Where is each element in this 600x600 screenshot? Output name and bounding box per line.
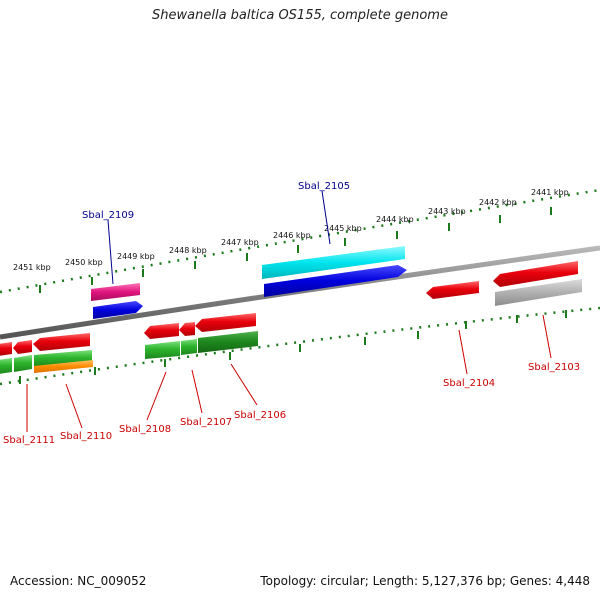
gene-label: Sbal_2106 (234, 410, 286, 421)
tick-label: 2441 kbp (531, 188, 569, 197)
gene-label: Sbal_2107 (180, 417, 232, 428)
gene-label: Sbal_2103 (528, 362, 580, 373)
genome-stats-text: Topology: circular; Length: 5,127,376 bp… (260, 574, 590, 588)
tick-label: 2444 kbp (376, 215, 414, 224)
gene-sbal-2110[interactable] (34, 360, 93, 373)
tick-label: 2447 kbp (221, 238, 259, 247)
gene-sbal-2103[interactable] (493, 261, 578, 287)
gene-sbal-2104[interactable] (426, 281, 479, 299)
gene-sbal-2111-green[interactable] (0, 358, 12, 374)
forward-tick-ring (0, 188, 600, 294)
gene-sbal-2107-red[interactable] (179, 322, 195, 336)
label-connectors (26, 190, 552, 432)
tick-label: 2450 kbp (65, 258, 103, 267)
tick-label: 2449 kbp (117, 252, 155, 261)
tick-label: 2451 kbp (13, 263, 51, 272)
tick-label: 2446 kbp (273, 231, 311, 240)
tick-label: 2443 kbp (428, 207, 466, 216)
gene-sbal-2108-red[interactable] (144, 323, 179, 339)
tick-label: 2448 kbp (169, 246, 207, 255)
gene-sbal-2105-cyan[interactable] (262, 246, 405, 279)
gene-sbal-2110-red[interactable] (33, 333, 90, 351)
gene-sbal-2111-green-b[interactable] (14, 355, 32, 372)
gene-label: Sbal_2110 (60, 431, 112, 442)
gene-sbal-2106[interactable] (198, 331, 258, 353)
gene-sbal-2111-red[interactable] (0, 342, 12, 356)
tick-label: 2445 kbp (324, 224, 362, 233)
page-title: Shewanella baltica OS155, complete genom… (152, 8, 448, 23)
gene-label: Sbal_2105 (298, 181, 350, 192)
gene-sbal-2105[interactable] (264, 265, 407, 297)
gene-sbal-2107[interactable] (181, 339, 197, 355)
gene-sbal-2111-red-b[interactable] (13, 340, 32, 354)
gene-sbal-2108[interactable] (145, 341, 180, 359)
reverse-major-ticks (19, 310, 567, 384)
gene-sbal-2109[interactable] (93, 301, 143, 319)
reverse-genes (0, 261, 582, 374)
gene-label: Sbal_2108 (119, 424, 171, 435)
gene-labels: Sbal_2109 Sbal_2105 Sbal_2111 Sbal_2110 … (3, 181, 580, 446)
tick-labels: 2451 kbp 2450 kbp 2449 kbp 2448 kbp 2447… (13, 188, 569, 272)
gene-label: Sbal_2111 (3, 435, 55, 446)
forward-genes (91, 246, 407, 319)
forward-major-ticks (39, 207, 552, 293)
gene-label: Sbal_2104 (443, 378, 495, 389)
gene-label: Sbal_2109 (82, 210, 134, 221)
gene-sbal-2103-gray[interactable] (495, 279, 582, 306)
gene-sbal-2109-magenta[interactable] (91, 283, 140, 301)
gene-sbal-2106-red[interactable] (195, 313, 256, 332)
tick-label: 2442 kbp (479, 198, 517, 207)
accession-text: Accession: NC_009052 (10, 574, 147, 588)
